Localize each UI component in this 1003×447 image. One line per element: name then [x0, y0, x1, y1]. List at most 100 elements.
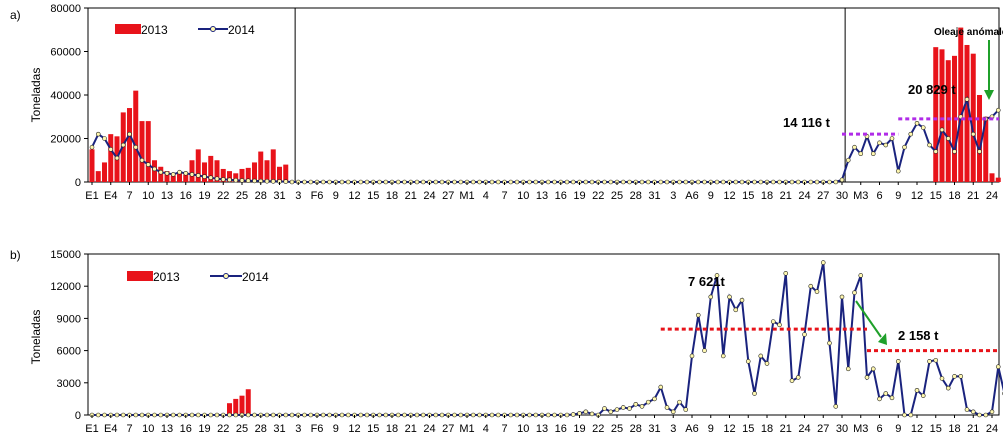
x-tick-label: 25 — [611, 423, 623, 435]
legend-label-2014-b: 2014 — [242, 270, 269, 284]
x-tick-label: 31 — [648, 190, 660, 202]
x-tick-label: 3 — [670, 423, 676, 435]
point-2014 — [620, 405, 626, 410]
point-2014 — [114, 412, 120, 418]
point-2014 — [727, 294, 732, 300]
bar-2013 — [233, 173, 239, 182]
bar-2013 — [264, 160, 270, 182]
x-tick-label: 18 — [948, 423, 960, 435]
x-tick-label: 21 — [967, 190, 979, 202]
point-2014 — [602, 406, 607, 411]
point-2014 — [152, 412, 157, 418]
x-tick-label: 28 — [255, 423, 267, 435]
point-2014 — [764, 361, 770, 366]
x-tick-label: 21 — [405, 190, 417, 202]
point-2014 — [933, 357, 939, 363]
point-2014 — [708, 294, 714, 300]
x-tick-label: 15 — [367, 190, 379, 202]
annotation-arrowhead-a — [984, 90, 994, 100]
x-tick-label: E1 — [85, 190, 98, 202]
point-2014 — [602, 179, 607, 185]
point-2014 — [777, 322, 782, 328]
x-axis-a: E1 E4 7 10 13 16 19 22 25 28 31 3 F6 9 12 15 18 21 24 27 M1 4… — [85, 182, 998, 202]
point-2014 — [639, 404, 645, 409]
point-2014 — [927, 359, 932, 364]
point-2014 — [714, 179, 720, 185]
bar-2013 — [270, 149, 276, 182]
point-2014 — [952, 149, 957, 154]
x-tick-label: 28 — [255, 190, 267, 202]
point-2014 — [433, 412, 439, 418]
point-2014 — [977, 149, 982, 154]
x-tick-label: 4 — [483, 190, 489, 202]
annotation-arrowhead-b — [878, 333, 887, 345]
point-2014 — [745, 359, 751, 364]
point-2014 — [245, 178, 251, 183]
point-2014 — [264, 412, 270, 418]
point-2014 — [133, 412, 139, 418]
point-2014 — [939, 127, 945, 133]
bar-2013 — [89, 149, 95, 182]
point-2014 — [689, 353, 695, 359]
point-2014 — [395, 412, 401, 418]
point-2014 — [895, 168, 901, 174]
point-2014 — [739, 179, 745, 185]
x-tick-label: 27 — [817, 423, 829, 435]
line-series-2014-a — [89, 95, 1001, 185]
x-tick-label: 9 — [708, 423, 714, 435]
x-tick-label: 7 — [126, 423, 132, 435]
x-tick-label: 19 — [573, 190, 585, 202]
x-tick-label: 19 — [198, 190, 210, 202]
x-tick-label: A6 — [685, 423, 698, 435]
point-2014 — [633, 401, 639, 407]
x-tick-label: 16 — [555, 190, 567, 202]
point-2014 — [477, 412, 482, 418]
point-2014 — [264, 178, 270, 184]
bar-2013 — [177, 173, 182, 182]
x-tick-label: M3 — [853, 190, 868, 202]
point-2014 — [470, 412, 476, 418]
point-2014 — [377, 412, 382, 418]
x-tick-label: 7 — [126, 190, 132, 202]
x-tick-label: 24 — [986, 190, 998, 202]
x-tick-label: 13 — [536, 423, 548, 435]
point-2014 — [102, 412, 107, 418]
y-tick-label: 20000 — [50, 134, 81, 146]
x-tick-label: 30 — [836, 423, 848, 435]
y-tick-label: 3000 — [57, 378, 81, 390]
point-2014 — [752, 391, 757, 396]
y-tick-label: 40000 — [50, 90, 81, 102]
point-2014 — [327, 179, 332, 185]
point-2014 — [952, 374, 957, 379]
x-tick-label: 6 — [876, 190, 882, 202]
point-2014 — [777, 179, 782, 185]
point-2014 — [414, 179, 420, 185]
bar-2013 — [970, 53, 976, 182]
bar-2013 — [239, 395, 245, 415]
x-tick-label: 6 — [876, 423, 882, 435]
point-2014 — [233, 412, 239, 418]
x-tick-label: 19 — [198, 423, 210, 435]
point-2014 — [995, 107, 1001, 113]
point-2014 — [452, 179, 457, 185]
plot-area-a — [87, 7, 1000, 183]
point-2014 — [814, 289, 820, 294]
panel-label-b: b) — [10, 248, 21, 262]
point-2014 — [958, 374, 964, 379]
x-tick-label: 3 — [295, 190, 301, 202]
bar-2013 — [958, 27, 964, 183]
point-2014 — [695, 179, 701, 185]
x-tick-label: 15 — [930, 423, 942, 435]
point-2014 — [395, 179, 401, 185]
plot-area-b — [87, 253, 1000, 416]
point-2014 — [439, 179, 445, 185]
point-2014 — [733, 179, 739, 185]
x-tick-label: 22 — [217, 190, 229, 202]
x-tick-label: 10 — [142, 423, 154, 435]
x-tick-label: 25 — [236, 190, 248, 202]
point-2014 — [589, 179, 595, 185]
y-axis-title-a: Toneladas — [29, 68, 43, 123]
point-2014 — [970, 131, 976, 137]
point-2014 — [564, 179, 570, 185]
x-tick-label: 28 — [630, 190, 642, 202]
